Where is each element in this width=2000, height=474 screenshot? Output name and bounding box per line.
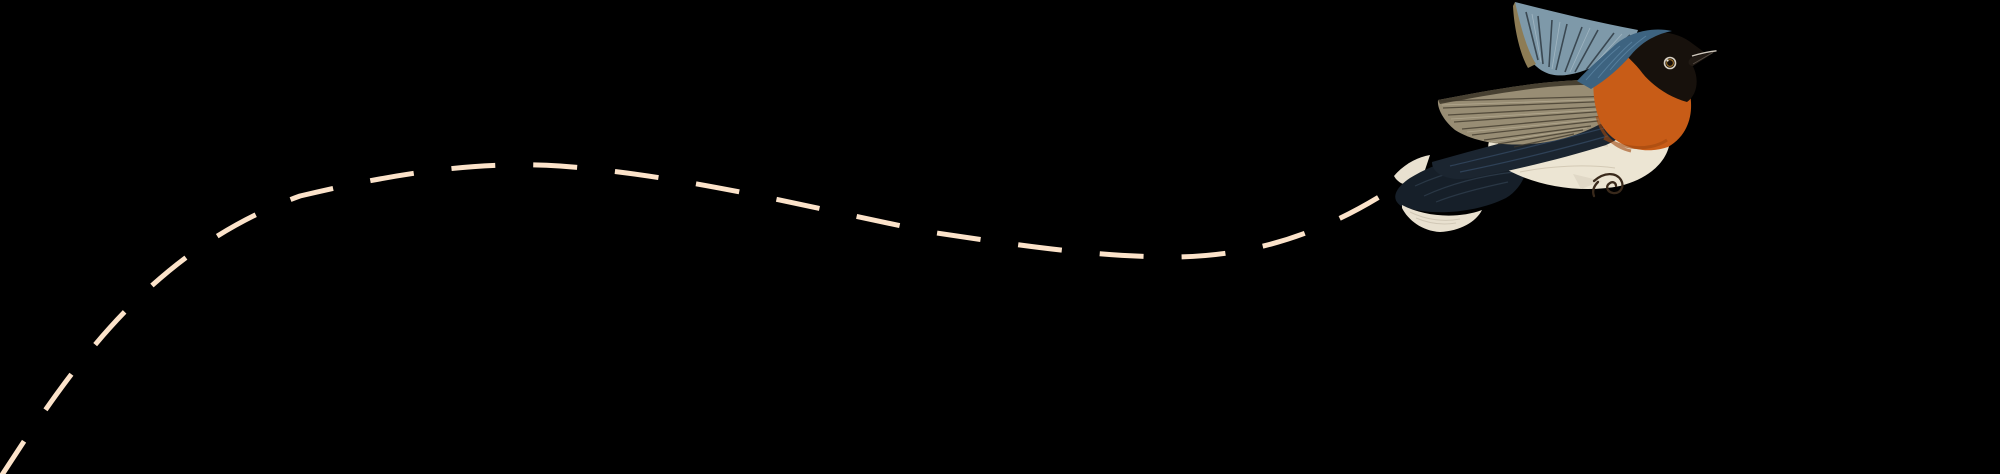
bird-crown-streaks xyxy=(1585,35,1647,81)
bird-beak-ridge xyxy=(1691,50,1717,57)
bird-eye-glint xyxy=(1666,59,1669,62)
bird-vent-flap xyxy=(1573,174,1602,189)
bird-foot xyxy=(1592,172,1624,198)
bird-head-cap xyxy=(1614,32,1708,102)
bird-breast-shading xyxy=(1595,115,1668,153)
flight-path xyxy=(0,162,1400,474)
bird-underwing-sheen xyxy=(1449,125,1613,173)
bird-illustration xyxy=(1394,2,1717,232)
bird-main-wing-streaks xyxy=(1439,95,1619,148)
bird-raised-wing-edge xyxy=(1513,2,1536,68)
bird-beak-gape xyxy=(1692,52,1714,65)
bird-main-wing xyxy=(1437,79,1627,145)
bird-tail-white-tips xyxy=(1402,205,1482,232)
bird-main-wing-highlights xyxy=(1441,98,1618,143)
bird-eye-iris xyxy=(1666,59,1674,67)
bird-tail-tip-scallops xyxy=(1409,211,1461,225)
